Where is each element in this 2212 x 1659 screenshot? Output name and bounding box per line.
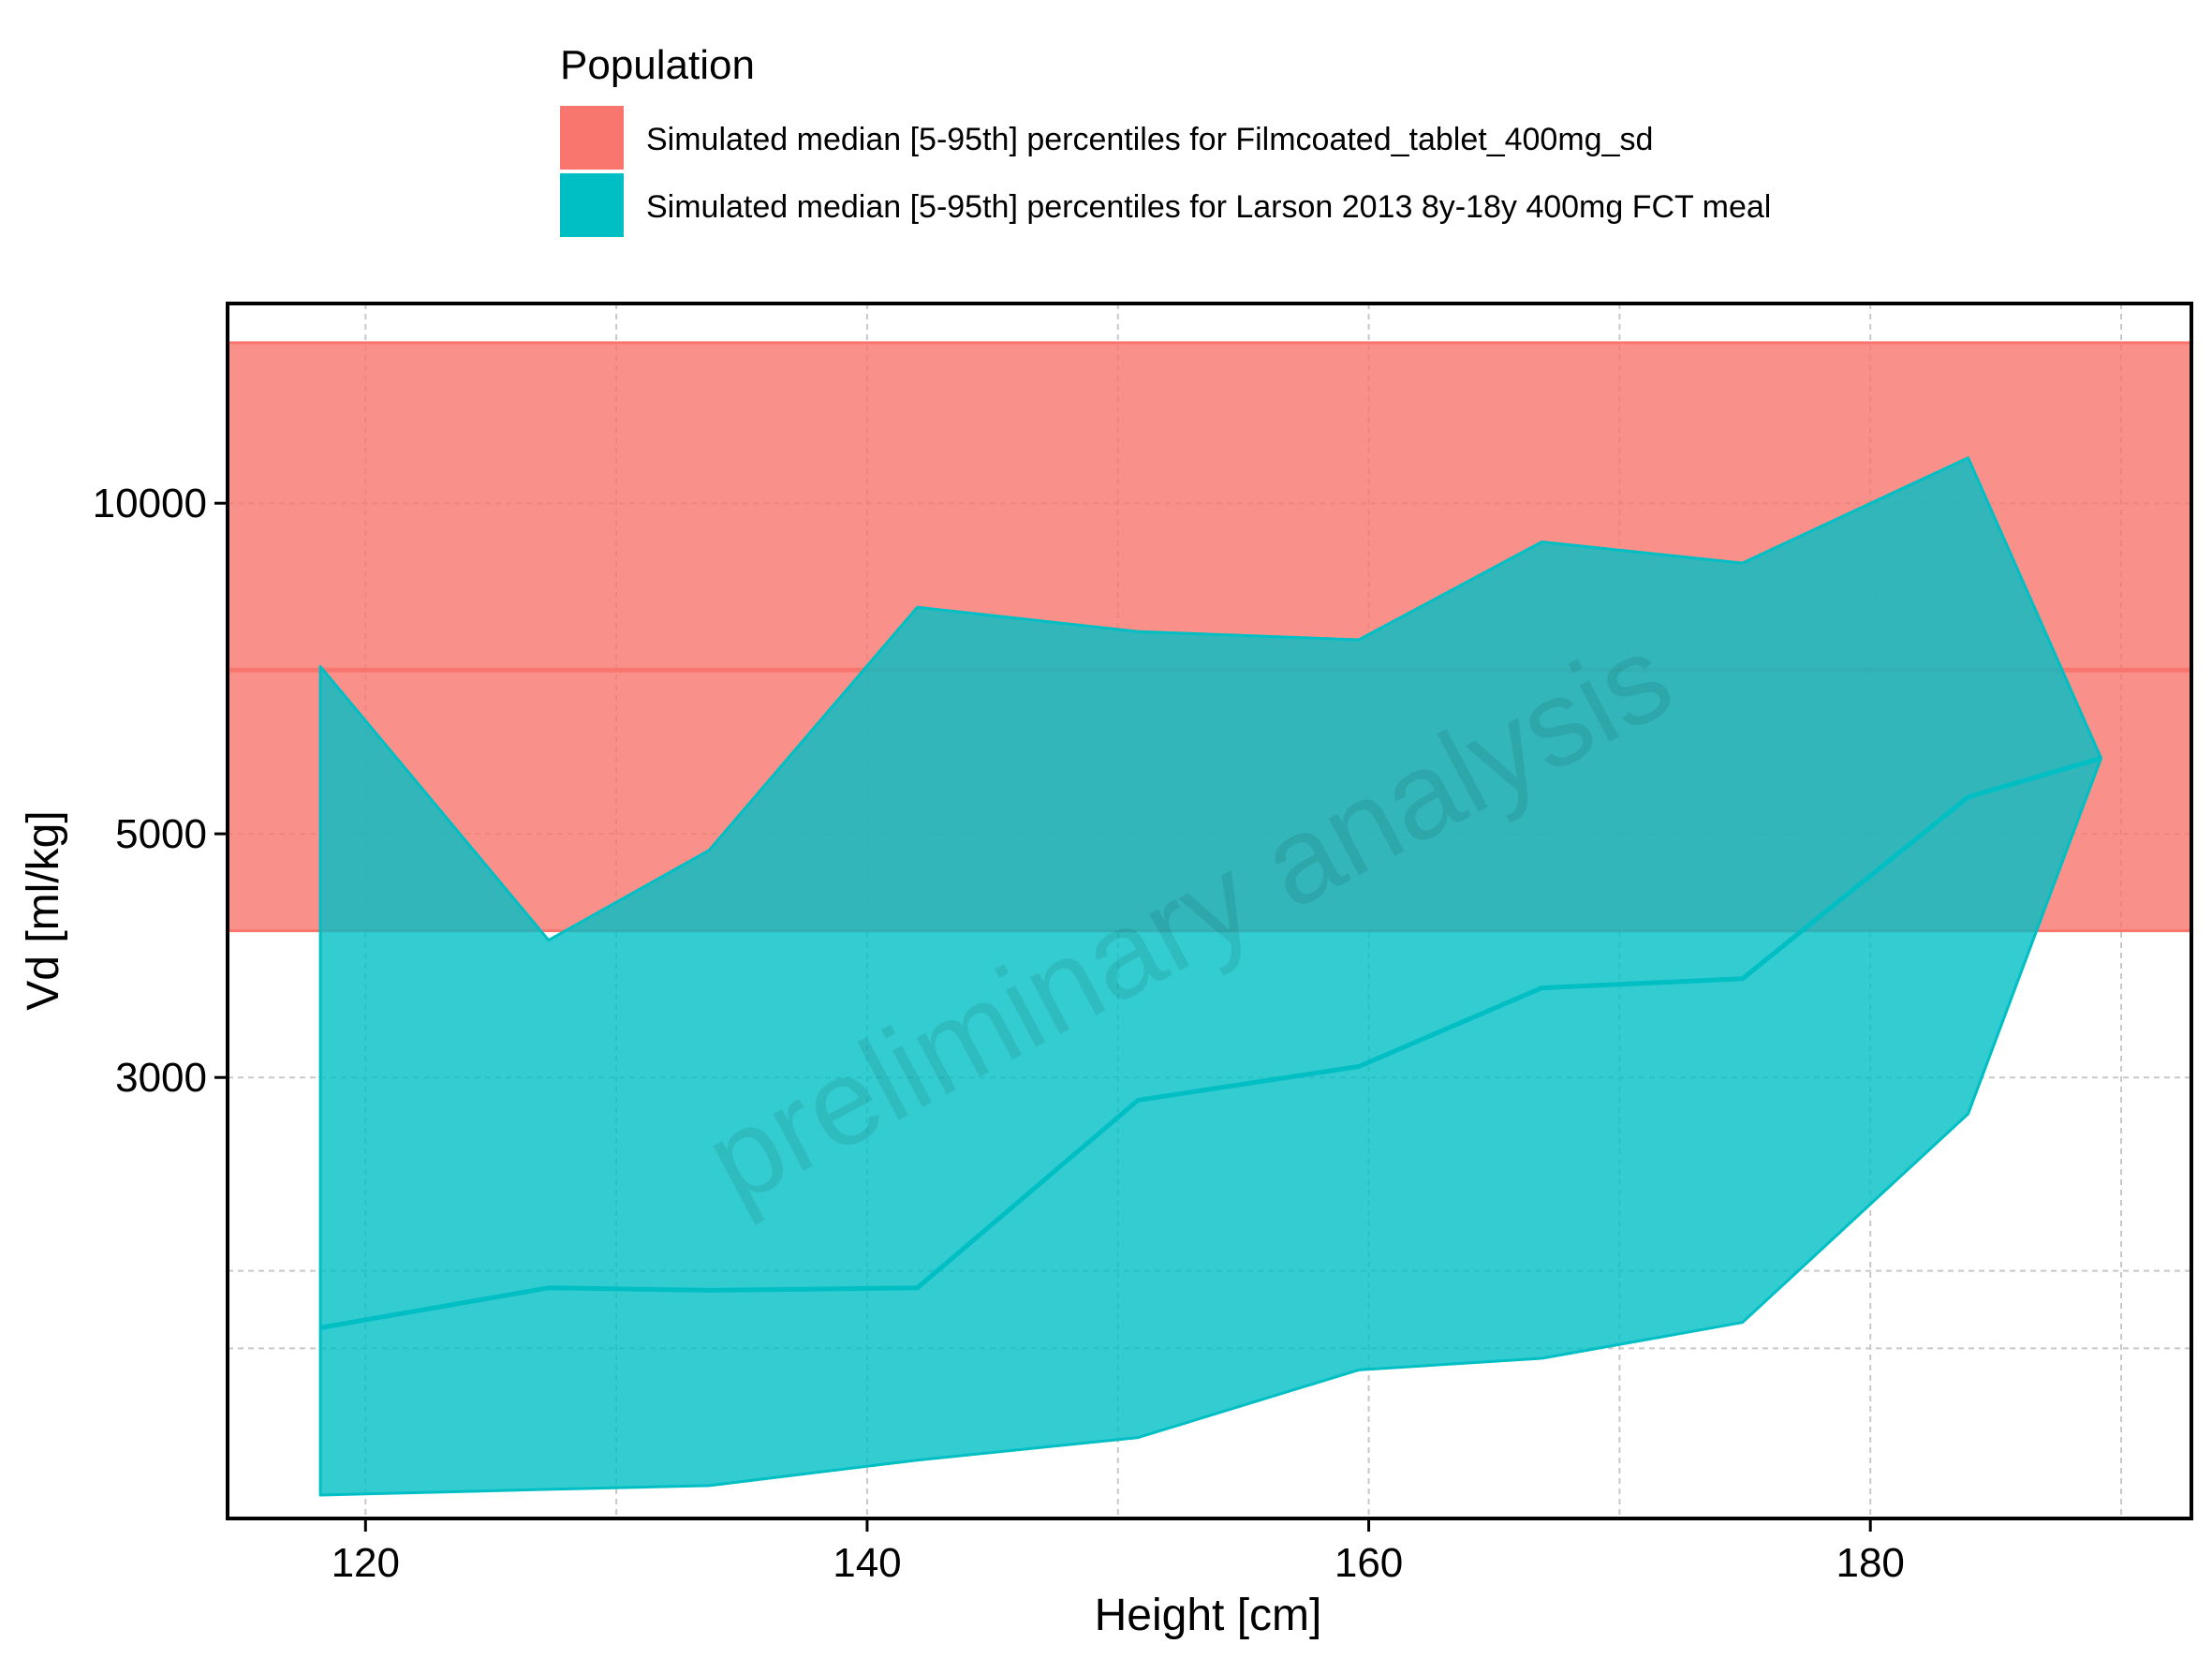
- x-tick-label: 120: [332, 1540, 400, 1586]
- y-tick-label: 3000: [115, 1055, 207, 1101]
- x-axis-title: Height [cm]: [1095, 1591, 1322, 1640]
- legend: Population Simulated median [5-95th] per…: [560, 42, 1771, 237]
- ribbon-1: [318, 456, 2103, 1497]
- median-line-1: [319, 755, 2102, 1330]
- plot-panel: preliminary analysis: [226, 302, 2193, 1520]
- x-tick-label: 180: [1836, 1540, 1904, 1586]
- x-axis: 120 140 160 180: [332, 1518, 1905, 1586]
- legend-key-filmcoated: [560, 106, 624, 170]
- plot-border: [226, 302, 2193, 1520]
- y-axis: 3000 5000 10000: [93, 481, 228, 1101]
- x-tick-label: 140: [833, 1540, 901, 1586]
- y-tick-label: 10000: [93, 481, 207, 526]
- legend-label-filmcoated: Simulated median [5-95th] percentiles fo…: [646, 122, 1653, 157]
- legend-label-larson: Simulated median [5-95th] percentiles fo…: [646, 189, 1771, 225]
- y-axis-title: Vd [ml/kg]: [19, 810, 68, 1010]
- series-layer: [226, 341, 2193, 1497]
- legend-title: Population: [560, 42, 755, 88]
- x-tick-label: 160: [1335, 1540, 1403, 1586]
- y-tick-label: 5000: [115, 811, 207, 857]
- legend-key-larson: [560, 173, 624, 237]
